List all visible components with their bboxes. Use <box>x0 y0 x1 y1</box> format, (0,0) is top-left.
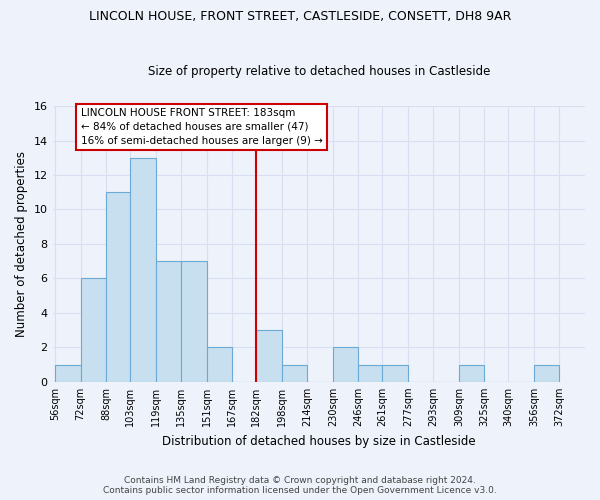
Bar <box>130 158 155 382</box>
Bar <box>55 364 80 382</box>
Bar <box>459 364 484 382</box>
Bar <box>256 330 282 382</box>
Bar <box>155 261 181 382</box>
Text: Contains HM Land Registry data © Crown copyright and database right 2024.
Contai: Contains HM Land Registry data © Crown c… <box>103 476 497 495</box>
Text: LINCOLN HOUSE, FRONT STREET, CASTLESIDE, CONSETT, DH8 9AR: LINCOLN HOUSE, FRONT STREET, CASTLESIDE,… <box>89 10 511 23</box>
Bar <box>282 364 307 382</box>
Bar <box>106 192 130 382</box>
Y-axis label: Number of detached properties: Number of detached properties <box>15 151 28 337</box>
X-axis label: Distribution of detached houses by size in Castleside: Distribution of detached houses by size … <box>162 434 476 448</box>
Bar <box>181 261 207 382</box>
Bar <box>382 364 408 382</box>
Title: Size of property relative to detached houses in Castleside: Size of property relative to detached ho… <box>148 66 490 78</box>
Bar <box>207 348 232 382</box>
Bar <box>534 364 559 382</box>
Bar <box>358 364 382 382</box>
Text: LINCOLN HOUSE FRONT STREET: 183sqm
← 84% of detached houses are smaller (47)
16%: LINCOLN HOUSE FRONT STREET: 183sqm ← 84%… <box>80 108 323 146</box>
Bar <box>333 348 358 382</box>
Bar <box>80 278 106 382</box>
